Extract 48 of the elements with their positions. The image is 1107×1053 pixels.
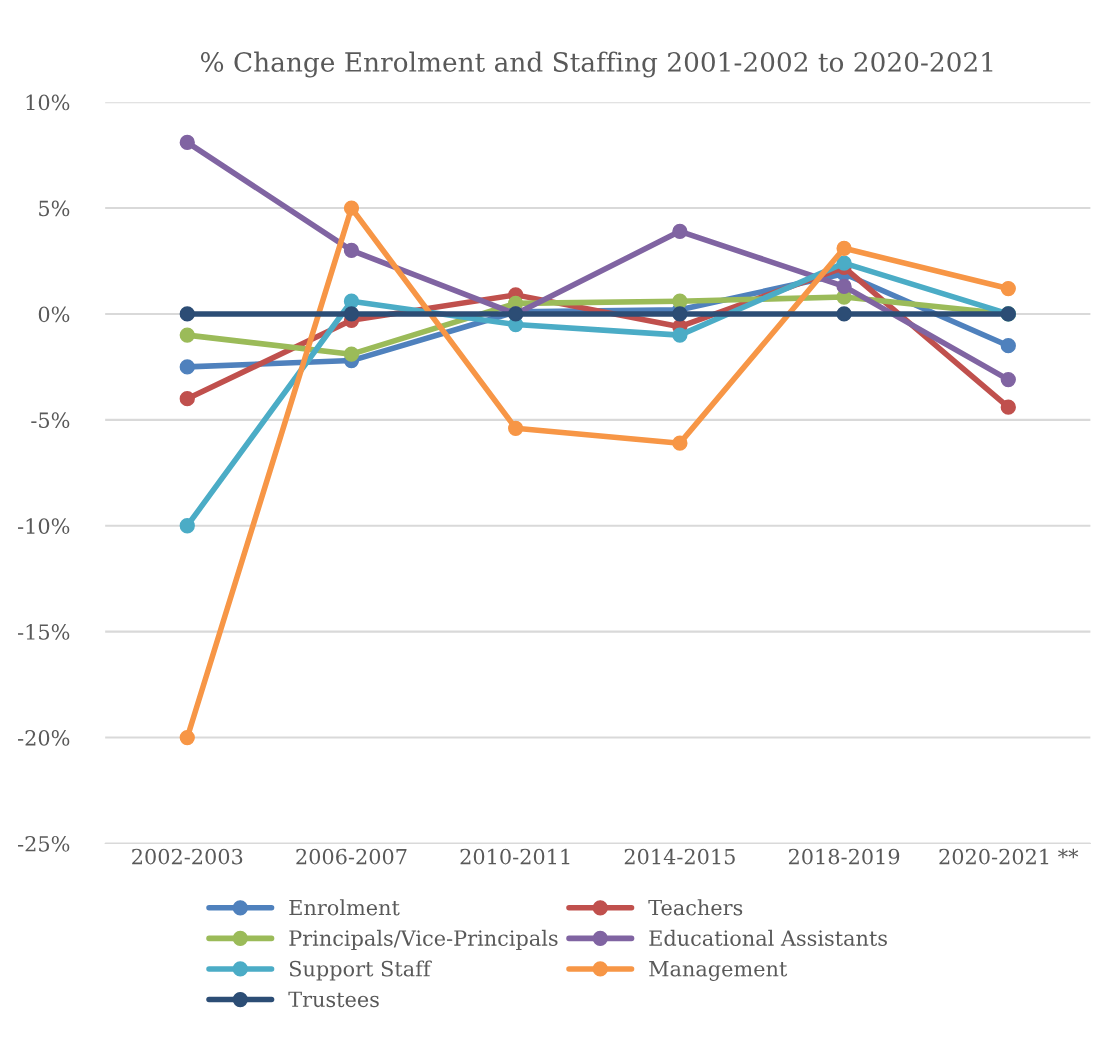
- point: [836, 240, 852, 256]
- x-tick-label: 2006-2007: [296, 848, 407, 865]
- legend-label: Principals/Vice-Principals: [289, 929, 558, 951]
- x-tick-label: 2002-2003: [132, 848, 243, 865]
- point: [836, 278, 852, 295]
- legend-label: Educational Assistants: [649, 929, 887, 946]
- point: [179, 134, 195, 151]
- point: [179, 359, 195, 375]
- point: [508, 420, 524, 436]
- x-tick-label: 2018-2019: [788, 848, 900, 865]
- chart-title: % Change Enrolment and Staffing 2001-2002 to 2020-2021: [200, 51, 993, 78]
- y-tick-label: -5%: [31, 412, 70, 429]
- y-tick-label: 5%: [39, 200, 70, 217]
- point: [672, 306, 688, 322]
- point: [343, 200, 360, 216]
- point: [179, 391, 195, 407]
- point: [672, 327, 688, 343]
- x-tick-label: 2014-2015: [624, 848, 735, 865]
- point: [1000, 338, 1016, 354]
- point: [836, 306, 852, 322]
- point: [672, 223, 688, 239]
- y-tick-label: 10%: [26, 94, 70, 111]
- point: [672, 293, 688, 309]
- y-tick-label: -25%: [18, 835, 70, 852]
- y-tick-label: -10%: [18, 518, 70, 534]
- point: [179, 306, 195, 322]
- point: [179, 327, 195, 343]
- point: [343, 306, 360, 322]
- point: [343, 242, 360, 259]
- legend-label: Trustees: [288, 991, 379, 1008]
- x-tick-label: 2010-2011: [460, 848, 570, 865]
- point: [1000, 280, 1016, 297]
- point: [1000, 399, 1016, 415]
- legend-label: Support Staff: [289, 960, 432, 981]
- point: [343, 293, 360, 309]
- legend-label: Management: [649, 961, 788, 981]
- point: [836, 255, 852, 271]
- point: [1000, 371, 1016, 388]
- legend-label: Enrolment: [289, 899, 400, 916]
- point: [179, 518, 195, 534]
- y-tick-label: -20%: [18, 730, 70, 746]
- legend-label: Teachers: [648, 899, 743, 916]
- point: [179, 729, 195, 746]
- point: [343, 346, 360, 362]
- y-tick-label: -15%: [18, 624, 70, 640]
- y-tick-label: 0%: [38, 306, 70, 323]
- point: [672, 435, 688, 451]
- x-tick-label: 2020-2021 **: [939, 848, 1079, 865]
